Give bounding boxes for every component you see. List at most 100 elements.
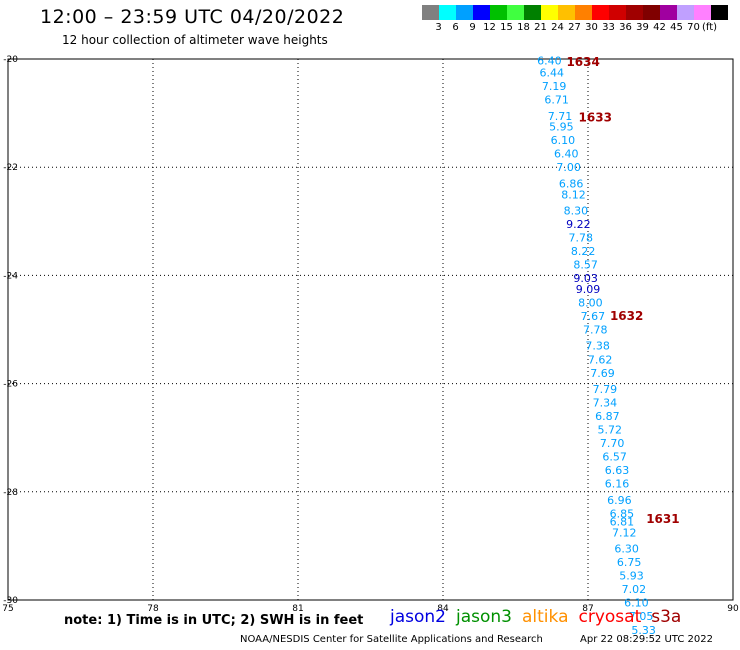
color-swatch (456, 5, 473, 20)
color-swatch (575, 5, 592, 20)
data-point-label: 7.12 (612, 526, 637, 539)
footer-timestamp: Apr 22 08:29:52 UTC 2022 (580, 634, 713, 645)
color-swatch (626, 5, 643, 20)
mission-label: jason2 (390, 607, 446, 627)
data-point-label: 7.70 (600, 437, 625, 450)
orbit-number-label: 1632 (610, 309, 643, 323)
data-point-label: 7.67 (581, 310, 606, 323)
data-point-label: 6.44 (540, 67, 565, 80)
color-scale-label: 30 (585, 22, 598, 33)
data-point-label: 7.38 (585, 340, 610, 353)
footnote: note: 1) Time is in UTC; 2) SWH is in fe… (64, 613, 364, 628)
data-point-label: 8.12 (561, 188, 586, 201)
color-scale-label: 18 (517, 22, 530, 33)
color-scale-label: 24 (551, 22, 564, 33)
mission-label: altika (522, 607, 569, 627)
data-point-label: 6.75 (617, 556, 642, 569)
color-scale-label: 6 (452, 22, 459, 33)
y-tick-label: -30 (3, 596, 18, 606)
data-point-label: 8.00 (578, 296, 603, 309)
data-point-label: 7.79 (593, 383, 618, 396)
y-tick-label: -22 (3, 163, 18, 173)
color-swatch (558, 5, 575, 20)
x-tick-label: 84 (437, 604, 449, 614)
x-tick-label: 75 (2, 604, 13, 614)
data-point-label: 7.02 (622, 583, 647, 596)
color-scale-label: 3 (435, 22, 442, 33)
color-swatch (507, 5, 524, 20)
data-point-label: 6.10 (551, 134, 576, 147)
color-swatch (643, 5, 660, 20)
orbit-number-label: 1633 (579, 110, 612, 124)
data-point-label: 6.71 (544, 94, 569, 107)
data-point-label: 6.40 (537, 55, 562, 68)
data-point-label: 8.57 (573, 259, 598, 272)
data-point-label: 7.34 (593, 397, 618, 410)
color-swatch (524, 5, 541, 20)
color-swatch (609, 5, 626, 20)
data-point-label: 8.30 (564, 204, 589, 217)
y-tick-label: -26 (3, 380, 18, 390)
data-point-label: 6.30 (614, 543, 639, 556)
data-point-label: 5.93 (619, 570, 644, 583)
color-swatch (473, 5, 490, 20)
orbit-number-label: 1631 (646, 512, 679, 526)
color-swatch (490, 5, 507, 20)
color-scale-label: 12 (483, 22, 496, 33)
data-point-label: 7.78 (583, 324, 608, 337)
color-scale-bar (422, 5, 728, 20)
x-tick-label: 81 (292, 604, 303, 614)
color-swatch (422, 5, 439, 20)
data-point-label: 6.57 (602, 451, 627, 464)
color-swatch (677, 5, 694, 20)
color-scale-label: 21 (534, 22, 547, 33)
color-swatch (711, 5, 728, 20)
data-point-label: 6.86 (559, 177, 584, 190)
orbit-number-label: 1634 (566, 55, 599, 69)
data-point-label: 7.62 (588, 353, 613, 366)
data-point-label: 8.22 (571, 245, 596, 258)
color-swatch (660, 5, 677, 20)
color-scale-label: 15 (500, 22, 513, 33)
mission-label: jason3 (456, 607, 512, 627)
data-point-label: 7.05 (629, 610, 654, 623)
data-point-label: 5.72 (598, 424, 623, 437)
color-scale-label: 36 (619, 22, 632, 33)
color-scale-label: 9 (469, 22, 476, 33)
color-scale-label: 42 (653, 22, 666, 33)
data-point-label: 5.33 (631, 624, 656, 637)
data-point-label: 6.87 (595, 410, 620, 423)
color-swatch (439, 5, 456, 20)
x-tick-label: 90 (727, 604, 739, 614)
data-point-label: 6.85 (610, 507, 635, 520)
color-scale-label: 39 (636, 22, 649, 33)
color-scale-label: 33 (602, 22, 615, 33)
data-point-label: 7.00 (556, 161, 581, 174)
color-swatch (592, 5, 609, 20)
color-scale-labels: 3 6 9 12 15 18 21 24 27 30 33 36 39 42 45 70 (ft) (422, 22, 717, 33)
y-tick-label: -28 (3, 488, 18, 498)
mission-label: cryosat (578, 607, 642, 627)
data-point-label: 9.03 (573, 272, 598, 285)
data-point-label: 7.69 (590, 367, 615, 380)
chart-title: 12:00 – 23:59 UTC 04/20/2022 (40, 6, 345, 28)
data-point-label: 9.22 (566, 218, 591, 231)
color-scale-label: 70 (687, 22, 700, 33)
data-point-label: 6.40 (554, 148, 579, 161)
data-point-label: 7.19 (542, 80, 567, 93)
y-tick-label: -20 (3, 55, 18, 65)
mission-legend: jason2 jason3 altika cryosat s3a (390, 607, 691, 627)
data-point-label: 6.63 (605, 464, 630, 477)
mission-label: s3a (651, 607, 682, 627)
data-point-label: 6.96 (607, 494, 632, 507)
data-point-label: 7.71 (548, 110, 573, 123)
data-point-label: 6.10 (624, 597, 649, 610)
color-swatch (694, 5, 711, 20)
footer-organization: NOAA/NESDIS Center for Satellite Applica… (240, 634, 543, 645)
data-point-label: 7.78 (569, 232, 594, 245)
color-scale-label: 27 (568, 22, 581, 33)
y-tick-label: -24 (3, 271, 18, 281)
data-point-label: 6.81 (610, 516, 635, 529)
color-scale-unit: (ft) (702, 22, 718, 33)
